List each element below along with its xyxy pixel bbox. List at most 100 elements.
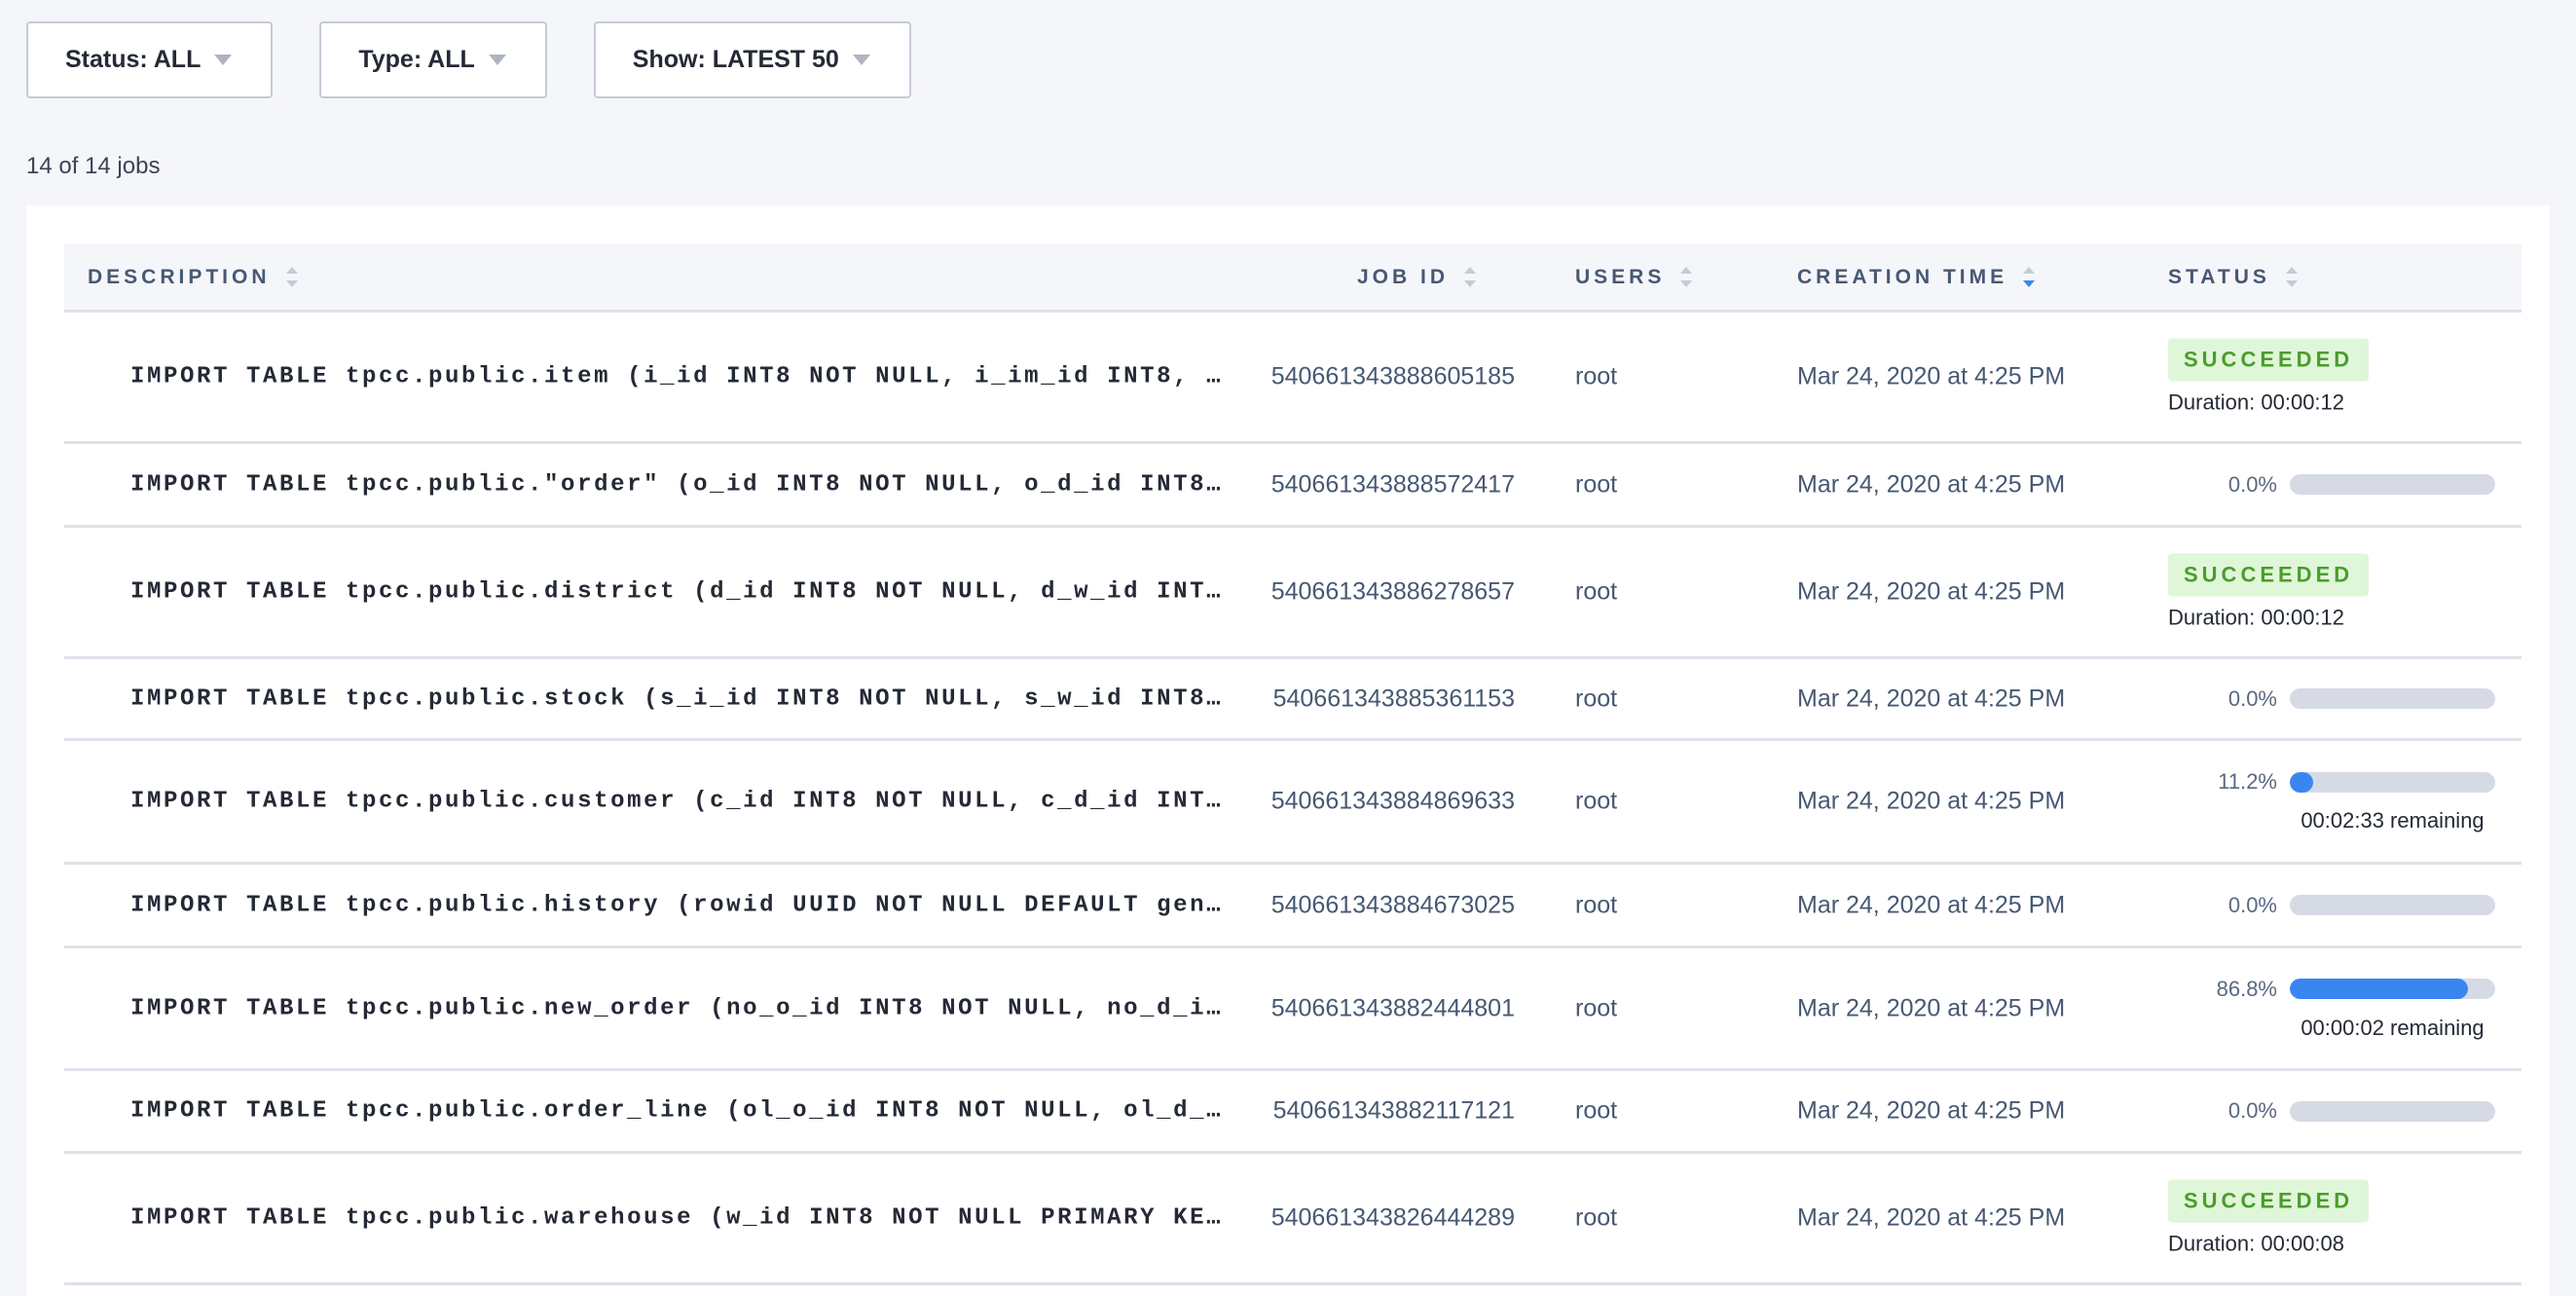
status-filter-dropdown[interactable]: Status: ALL xyxy=(26,21,274,98)
job-user: root xyxy=(1575,577,1618,606)
table-row[interactable]: IMPORT TABLE tpcc.public.warehouse (w_id… xyxy=(64,1154,2521,1285)
caret-down-icon xyxy=(214,55,233,65)
column-header-users[interactable]: USERS xyxy=(1575,265,1693,289)
status-badge-succeeded: SUCCEEDED xyxy=(2168,1179,2370,1223)
progress: 0.0% xyxy=(2168,472,2499,498)
table-row[interactable]: IMPORT TABLE tpcc.public.stock (s_i_id I… xyxy=(64,659,2521,741)
progress: 0.0% xyxy=(2168,893,2499,918)
job-id-link[interactable]: 540661343888605185 xyxy=(1270,362,1515,390)
column-header-description[interactable]: DESCRIPTION xyxy=(88,266,298,289)
sort-icon xyxy=(2285,267,2298,287)
status-badge-succeeded: SUCCEEDED xyxy=(2168,338,2370,382)
progress-percent: 0.0% xyxy=(2227,1098,2277,1123)
column-label: CREATION TIME xyxy=(1797,265,2008,288)
table-row[interactable]: IMPORT TABLE tpcc.public.history (rowid … xyxy=(64,865,2521,948)
progress: 86.8% xyxy=(2168,977,2499,1002)
table-header: DESCRIPTION JOB ID USERS CREATION TIME S… xyxy=(64,244,2521,313)
creation-time: Mar 24, 2020 at 4:25 PM xyxy=(1797,470,2066,498)
status-badge-succeeded: SUCCEEDED xyxy=(2168,553,2370,597)
creation-time: Mar 24, 2020 at 4:25 PM xyxy=(1797,1096,2066,1125)
show-filter-dropdown[interactable]: Show: LATEST 50 xyxy=(593,21,911,98)
job-id-link[interactable]: 540661343888572417 xyxy=(1270,470,1515,498)
job-user: root xyxy=(1575,1203,1618,1232)
table-row[interactable]: IMPORT TABLE tpcc.public.item (i_id INT8… xyxy=(64,313,2521,444)
progress: 11.2% xyxy=(2168,769,2499,795)
table-row[interactable]: IMPORT TABLE tpcc.public."order" (o_id I… xyxy=(64,444,2521,528)
duration: Duration: 00:00:08 xyxy=(2168,1231,2345,1256)
type-filter-dropdown[interactable]: Type: ALL xyxy=(319,21,547,98)
creation-time: Mar 24, 2020 at 4:25 PM xyxy=(1797,1203,2066,1232)
table-row[interactable]: IMPORT TABLE tpcc.public.order_line (ol_… xyxy=(64,1071,2521,1154)
progress-fill xyxy=(2290,979,2469,999)
job-description: IMPORT TABLE tpcc.public.district (d_id … xyxy=(130,578,1224,606)
show-filter-label: Show: LATEST 50 xyxy=(632,46,839,73)
column-header-creation-time[interactable]: CREATION TIME xyxy=(1797,265,2036,289)
job-id-link[interactable]: 540661343886278657 xyxy=(1270,577,1515,606)
progress-bar xyxy=(2290,1100,2495,1122)
job-description: IMPORT TABLE tpcc.public."order" (o_id I… xyxy=(130,471,1224,498)
creation-time: Mar 24, 2020 at 4:25 PM xyxy=(1797,685,2066,712)
progress-percent: 0.0% xyxy=(2227,471,2277,497)
table-row[interactable]: IMPORT TABLE tpcc.public.customer (c_id … xyxy=(64,741,2521,865)
job-description: IMPORT TABLE tpcc.public.warehouse (w_id… xyxy=(130,1204,1224,1232)
job-description: IMPORT TABLE tpcc.public.customer (c_id … xyxy=(130,788,1224,815)
job-status: 0.0% xyxy=(2168,1098,2499,1124)
jobs-table-card: DESCRIPTION JOB ID USERS CREATION TIME S… xyxy=(26,205,2550,1296)
progress-bar xyxy=(2290,688,2495,709)
column-label: USERS xyxy=(1575,265,1666,288)
table-row[interactable]: IMPORT TABLE tpcc.public.district (d_id … xyxy=(64,528,2521,659)
job-description: IMPORT TABLE tpcc.public.history (rowid … xyxy=(130,892,1224,918)
job-status: 0.0% xyxy=(2168,686,2499,712)
duration: Duration: 00:00:12 xyxy=(2168,389,2345,415)
progress-fill xyxy=(2290,771,2313,793)
progress-percent: 11.2% xyxy=(2218,769,2277,794)
job-status: SUCCEEDED Duration: 00:00:08 xyxy=(2168,1179,2499,1257)
job-status: SUCCEEDED Duration: 00:00:12 xyxy=(2168,553,2499,631)
job-user: root xyxy=(1575,787,1618,815)
creation-time: Mar 24, 2020 at 4:25 PM xyxy=(1797,891,2066,918)
type-filter-label: Type: ALL xyxy=(358,46,475,73)
table-body: IMPORT TABLE tpcc.public.item (i_id INT8… xyxy=(64,313,2521,1285)
caret-down-icon xyxy=(488,55,506,65)
creation-time: Mar 24, 2020 at 4:25 PM xyxy=(1797,577,2066,606)
job-status: 11.2% 00:02:33 remaining xyxy=(2168,769,2499,833)
job-id-link[interactable]: 540661343885361153 xyxy=(1272,685,1515,712)
progress-percent: 0.0% xyxy=(2227,892,2277,917)
progress: 0.0% xyxy=(2168,1098,2499,1124)
job-description: IMPORT TABLE tpcc.public.item (i_id INT8… xyxy=(130,363,1224,390)
progress-percent: 86.8% xyxy=(2216,976,2277,1001)
column-label: STATUS xyxy=(2168,265,2270,288)
progress-percent: 0.0% xyxy=(2227,685,2277,711)
creation-time: Mar 24, 2020 at 4:25 PM xyxy=(1797,994,2066,1021)
sort-icon xyxy=(1680,267,1693,287)
creation-time: Mar 24, 2020 at 4:25 PM xyxy=(1797,362,2066,390)
job-id-link[interactable]: 540661343882117121 xyxy=(1272,1096,1515,1125)
status-filter-label: Status: ALL xyxy=(65,46,202,73)
sort-icon xyxy=(285,267,298,287)
job-id-link[interactable]: 540661343826444289 xyxy=(1270,1203,1515,1232)
job-status: 0.0% xyxy=(2168,893,2499,918)
job-status: 0.0% xyxy=(2168,472,2499,498)
job-id-link[interactable]: 540661343882444801 xyxy=(1270,994,1515,1021)
job-id-link[interactable]: 540661343884869633 xyxy=(1270,787,1515,815)
creation-time: Mar 24, 2020 at 4:25 PM xyxy=(1797,787,2066,815)
job-description: IMPORT TABLE tpcc.public.order_line (ol_… xyxy=(130,1097,1224,1125)
job-id-link[interactable]: 540661343884673025 xyxy=(1270,891,1515,918)
progress-bar xyxy=(2290,474,2495,495)
sort-descending-icon xyxy=(2023,267,2036,287)
job-description: IMPORT TABLE tpcc.public.stock (s_i_id I… xyxy=(130,685,1224,712)
time-remaining: 00:00:02 remaining xyxy=(2300,1015,2484,1040)
job-description: IMPORT TABLE tpcc.public.new_order (no_o… xyxy=(130,995,1224,1021)
jobs-table: DESCRIPTION JOB ID USERS CREATION TIME S… xyxy=(64,244,2521,1285)
column-header-job-id[interactable]: JOB ID xyxy=(1357,265,1477,289)
job-status: 86.8% 00:00:02 remaining xyxy=(2168,977,2499,1041)
job-user: root xyxy=(1575,470,1618,498)
job-user: root xyxy=(1575,891,1618,918)
table-row[interactable]: IMPORT TABLE tpcc.public.new_order (no_o… xyxy=(64,948,2521,1071)
progress: 0.0% xyxy=(2168,686,2499,712)
column-header-status[interactable]: STATUS xyxy=(2168,266,2298,289)
column-label: JOB ID xyxy=(1357,265,1450,288)
time-remaining: 00:02:33 remaining xyxy=(2300,808,2484,833)
job-user: root xyxy=(1575,994,1618,1021)
job-user: root xyxy=(1575,1096,1618,1125)
